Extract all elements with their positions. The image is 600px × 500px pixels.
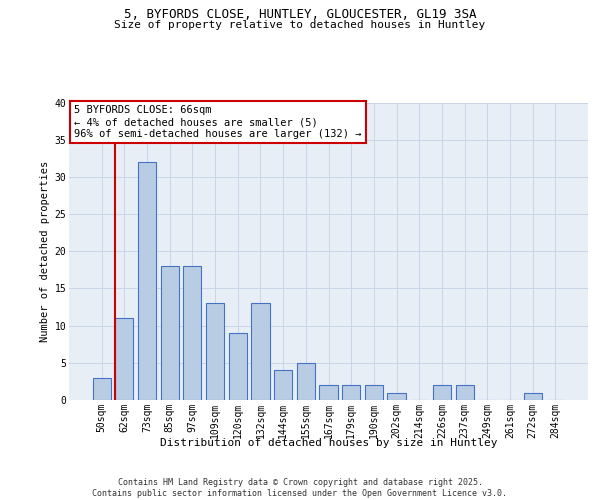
Bar <box>297 363 315 400</box>
Bar <box>365 385 383 400</box>
Bar <box>524 392 542 400</box>
Bar <box>229 333 247 400</box>
Text: 5 BYFORDS CLOSE: 66sqm
← 4% of detached houses are smaller (5)
96% of semi-detac: 5 BYFORDS CLOSE: 66sqm ← 4% of detached … <box>74 106 362 138</box>
Text: Contains HM Land Registry data © Crown copyright and database right 2025.
Contai: Contains HM Land Registry data © Crown c… <box>92 478 508 498</box>
Bar <box>455 385 473 400</box>
Bar <box>184 266 202 400</box>
Bar <box>161 266 179 400</box>
Text: Distribution of detached houses by size in Huntley: Distribution of detached houses by size … <box>160 438 497 448</box>
Bar <box>92 378 111 400</box>
Text: Size of property relative to detached houses in Huntley: Size of property relative to detached ho… <box>115 20 485 30</box>
Bar <box>251 304 269 400</box>
Text: 5, BYFORDS CLOSE, HUNTLEY, GLOUCESTER, GL19 3SA: 5, BYFORDS CLOSE, HUNTLEY, GLOUCESTER, G… <box>124 8 476 20</box>
Bar <box>319 385 338 400</box>
Bar <box>138 162 156 400</box>
Bar <box>388 392 406 400</box>
Bar <box>342 385 360 400</box>
Bar <box>115 318 133 400</box>
Bar <box>433 385 451 400</box>
Bar <box>274 370 292 400</box>
Y-axis label: Number of detached properties: Number of detached properties <box>40 160 50 342</box>
Bar <box>206 304 224 400</box>
